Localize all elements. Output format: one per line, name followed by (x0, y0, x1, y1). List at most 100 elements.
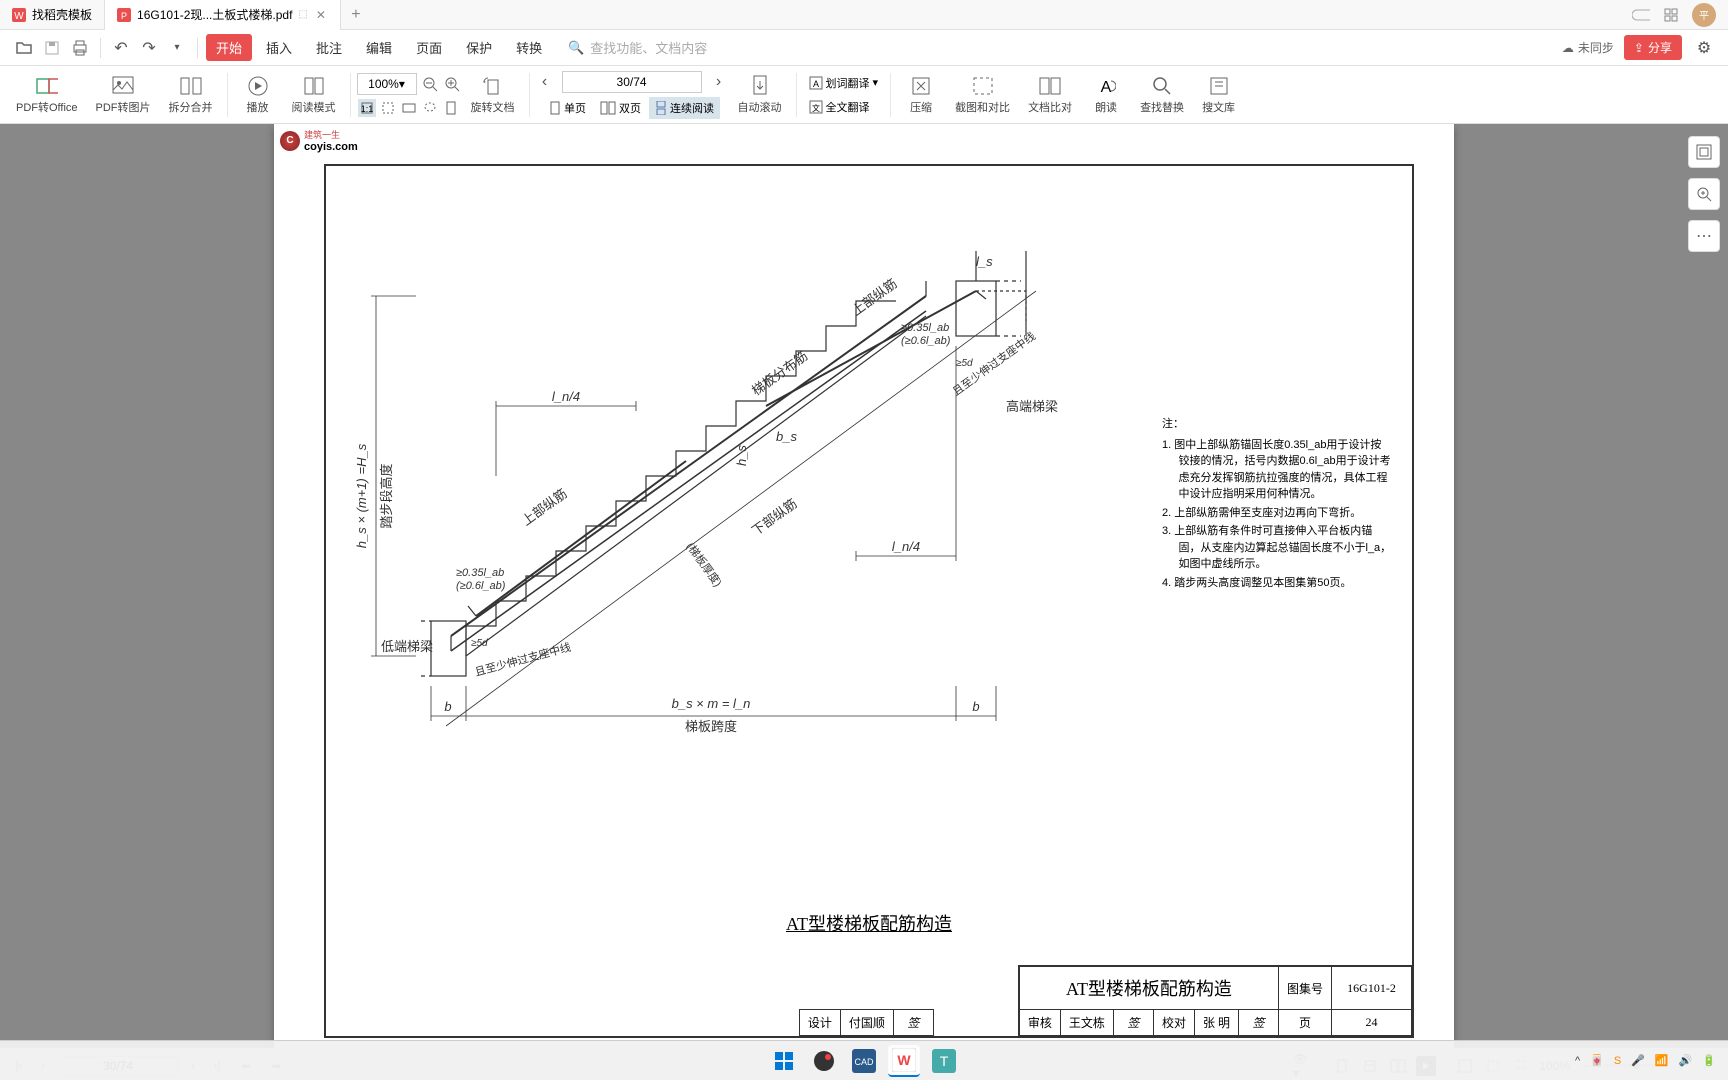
gear-icon[interactable]: ⚙ (1692, 36, 1716, 60)
undo-icon[interactable]: ↶ (109, 36, 133, 60)
marquee-icon[interactable] (379, 99, 397, 117)
play-button[interactable]: 播放 (234, 73, 282, 117)
fit-screen-button[interactable] (1688, 136, 1720, 168)
fit-width-icon[interactable] (400, 99, 418, 117)
tray-sogou-icon[interactable]: S (1614, 1055, 1621, 1067)
next-page-button[interactable]: › (710, 73, 728, 91)
atlas-no: 16G101-2 (1332, 967, 1412, 1010)
tray-volume-icon[interactable]: 🔊 (1679, 1054, 1693, 1067)
menu-protect[interactable]: 保护 (456, 34, 502, 61)
toolbar: PDF转Office PDF转图片 拆分合并 播放 阅读模式 100% ▾ 1:… (0, 66, 1728, 124)
svg-text:A: A (1101, 79, 1112, 96)
sync-status[interactable]: ☁ 未同步 (1562, 39, 1614, 56)
svg-text:CAD: CAD (854, 1057, 874, 1067)
zoom-tool-button[interactable] (1688, 178, 1720, 210)
split-merge-button[interactable]: 拆分合并 (161, 73, 221, 117)
compare-button[interactable]: 文档比对 (1020, 73, 1080, 117)
prev-page-button[interactable]: ‹ (536, 73, 554, 91)
single-page-button[interactable]: 单页 (543, 97, 592, 119)
menu-page[interactable]: 页面 (406, 34, 452, 61)
task-app-4[interactable]: T (928, 1045, 960, 1077)
signature: 签 (1238, 1010, 1278, 1036)
side-tools: ⋯ (1688, 136, 1720, 252)
share-icon: ⇪ (1634, 41, 1644, 55)
tray-battery-icon[interactable]: 🔋 (1702, 1054, 1716, 1067)
separator (796, 73, 797, 117)
window-mode-icon[interactable]: 1 (1632, 6, 1650, 24)
tab-templates[interactable]: W 找稻壳模板 (0, 0, 105, 30)
print-icon[interactable] (68, 36, 92, 60)
share-button[interactable]: ⇪ 分享 (1624, 35, 1682, 60)
svg-text:≥5d: ≥5d (471, 638, 488, 649)
zoom-in-icon[interactable] (443, 75, 461, 93)
review-label: 审核 (1019, 1010, 1060, 1036)
rotate-button[interactable]: 旋转文档 (463, 73, 523, 117)
user-avatar[interactable]: 平 (1692, 3, 1716, 27)
redo-icon[interactable]: ↷ (137, 36, 161, 60)
double-page-button[interactable]: 双页 (594, 97, 647, 119)
tray-wifi-icon[interactable]: 📶 (1655, 1054, 1669, 1067)
svg-text:b_s × m = l_n: b_s × m = l_n (672, 696, 751, 711)
note-item: 1. 图中上部纵筋锚固长度0.35l_ab用于设计按铰接的情况，括号内数据0.6… (1162, 437, 1392, 503)
screenshot-button[interactable]: 截图和对比 (947, 73, 1018, 117)
separator (350, 73, 351, 117)
menu-start[interactable]: 开始 (206, 34, 252, 61)
watermark-url: coyis.com (304, 141, 358, 153)
more-tools-button[interactable]: ⋯ (1688, 220, 1720, 252)
task-app-wps[interactable]: W (888, 1045, 920, 1077)
open-icon[interactable] (12, 36, 36, 60)
menu-annotate[interactable]: 批注 (306, 34, 352, 61)
pdf-to-image-button[interactable]: PDF转图片 (88, 73, 159, 117)
zoom-select[interactable]: 100% ▾ (357, 73, 417, 95)
svg-text:≥0.35l_ab: ≥0.35l_ab (901, 322, 949, 334)
atlas-label: 图集号 (1278, 967, 1331, 1010)
task-app-cad[interactable]: CAD (848, 1045, 880, 1077)
start-button[interactable] (768, 1045, 800, 1077)
page-input[interactable] (562, 71, 702, 93)
sync-label: 未同步 (1578, 39, 1614, 56)
read-aloud-button[interactable]: A 朗读 (1082, 73, 1130, 117)
select-icon[interactable]: 1:1 (358, 99, 376, 117)
close-icon[interactable]: ✕ (314, 8, 328, 22)
svg-text:W: W (14, 11, 24, 22)
new-tab-button[interactable]: + (341, 0, 371, 30)
tab-sync-icon: ⬚ (298, 9, 307, 20)
search-box[interactable]: 🔍 查找功能、文档内容 (568, 38, 707, 57)
search-lib-button[interactable]: 搜文库 (1194, 73, 1243, 117)
svg-text:l_s: l_s (976, 254, 993, 269)
full-translate-button[interactable]: 文全文翻译 (803, 96, 885, 118)
convert-icon (36, 75, 58, 97)
continuous-button[interactable]: 连续阅读 (649, 97, 720, 119)
stair-diagram: l_n/4 l_n/4 b b b_s × m = l_n 梯板跨度 h_s ×… (336, 196, 1156, 756)
proofer: 张 明 (1194, 1010, 1238, 1036)
fit-page-icon[interactable] (442, 99, 460, 117)
menu-insert[interactable]: 插入 (256, 34, 302, 61)
dropdown-icon[interactable]: ▾ (165, 36, 189, 60)
tray-expand-icon[interactable]: ^ (1575, 1055, 1580, 1067)
read-mode-button[interactable]: 阅读模式 (284, 73, 344, 117)
grid-icon[interactable] (1662, 6, 1680, 24)
design-label: 设计 (799, 1010, 840, 1036)
tab-pdf-document[interactable]: P 16G101-2现...土板式楼梯.pdf ⬚ ✕ (105, 0, 341, 30)
find-replace-button[interactable]: 查找替换 (1132, 73, 1192, 117)
auto-scroll-button[interactable]: 自动滚动 (730, 73, 790, 117)
task-app-1[interactable] (808, 1045, 840, 1077)
tray-input-icon[interactable]: 🀄 (1590, 1054, 1604, 1067)
compress-button[interactable]: 压缩 (897, 73, 945, 117)
pdf-icon: P (117, 8, 131, 22)
menu-edit[interactable]: 编辑 (356, 34, 402, 61)
search-placeholder: 查找功能、文档内容 (590, 38, 707, 57)
menu-convert[interactable]: 转换 (506, 34, 552, 61)
scroll-icon (749, 75, 771, 97)
svg-text:T: T (940, 1053, 949, 1069)
lasso-icon[interactable] (421, 99, 439, 117)
svg-text:踏步段高度: 踏步段高度 (379, 463, 394, 528)
zoom-out-icon[interactable] (421, 75, 439, 93)
svg-text:b: b (972, 699, 979, 714)
separator (100, 38, 101, 58)
tool-label: 搜文库 (1202, 99, 1235, 115)
pdf-to-office-button[interactable]: PDF转Office (8, 73, 86, 117)
word-translate-button[interactable]: A划词翻译▾ (803, 72, 885, 94)
tray-mic-icon[interactable]: 🎤 (1631, 1054, 1645, 1067)
save-icon[interactable] (40, 36, 64, 60)
